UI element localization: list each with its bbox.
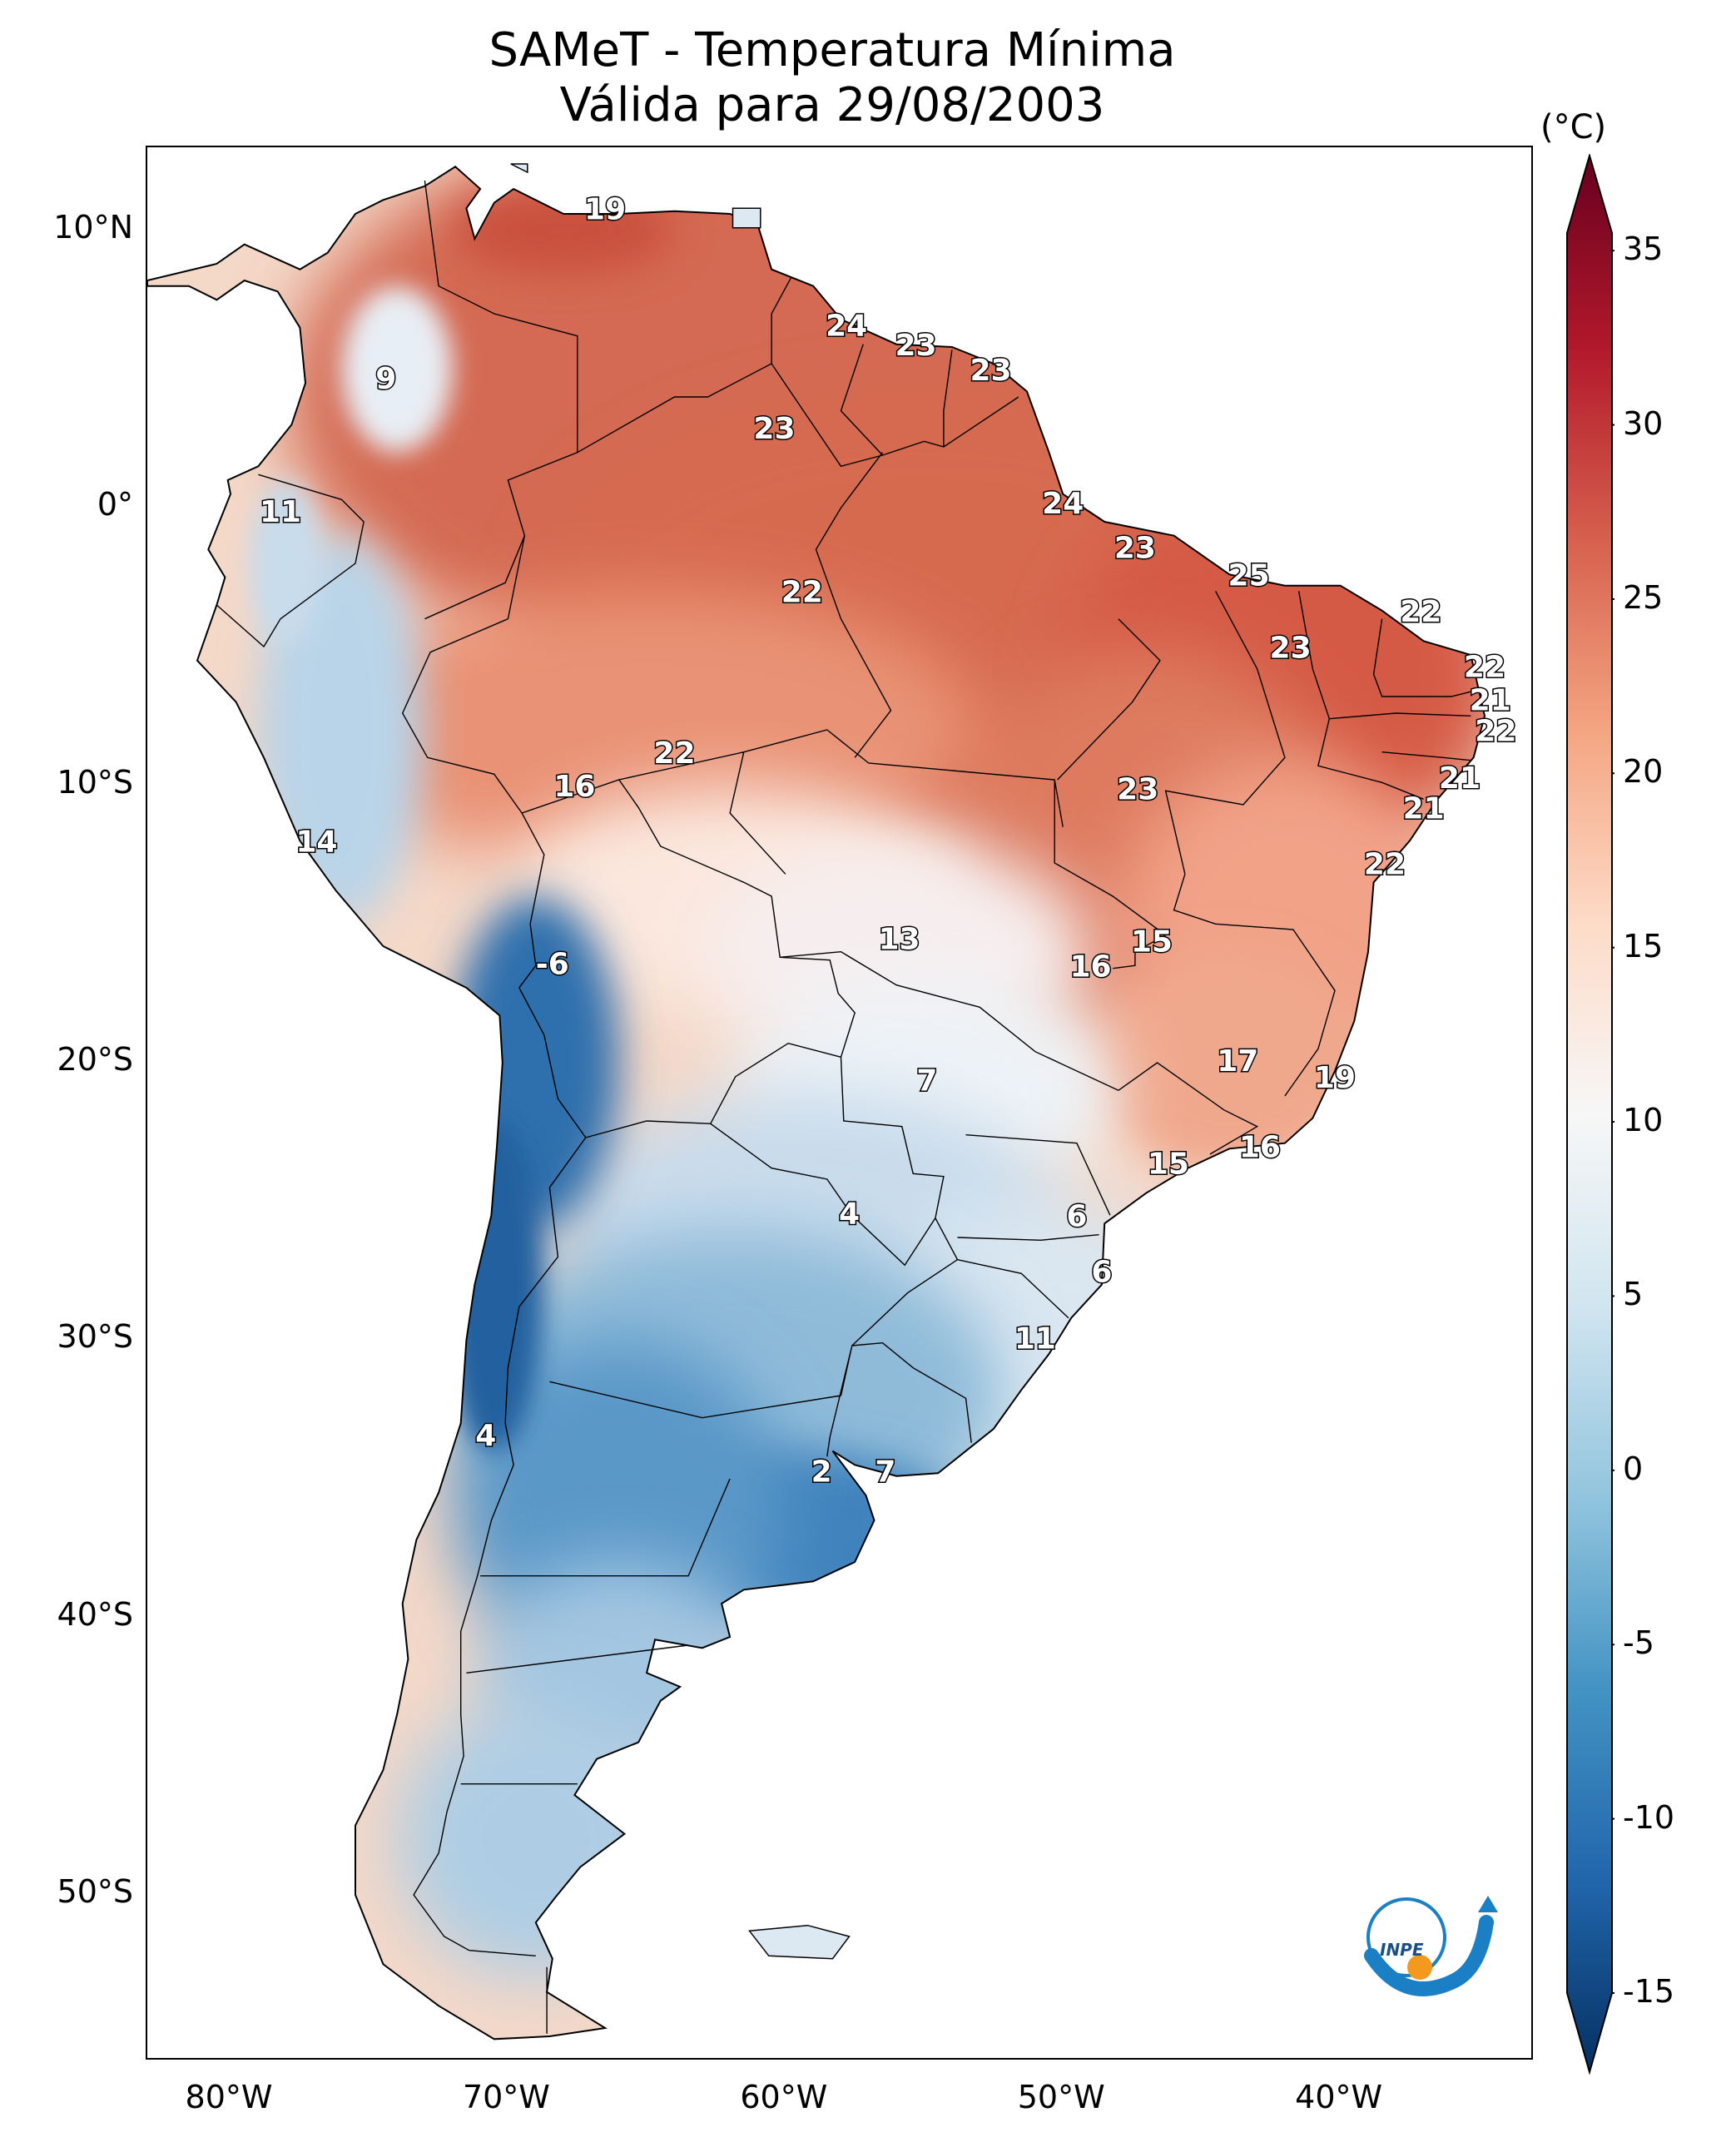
temperature-label: 22 bbox=[1364, 847, 1406, 881]
island bbox=[732, 207, 761, 229]
temperature-label: 15 bbox=[1131, 925, 1173, 959]
colorbar-tick-label: 0 bbox=[1623, 1450, 1644, 1487]
temperature-label: 24 bbox=[826, 310, 867, 344]
map-panel: 19 9 24 23 23 23 11 24 23 25 22 22 23 22 21 22 22 16 23 21 2… bbox=[146, 146, 1533, 2060]
temperature-patch bbox=[1090, 951, 1368, 1174]
temperature-label: 25 bbox=[1228, 559, 1270, 593]
temperature-label: 11 bbox=[260, 495, 301, 529]
temperature-patch bbox=[341, 285, 453, 453]
temperature-label: 23 bbox=[1117, 772, 1158, 806]
inpe-logo: INPE bbox=[1364, 1896, 1498, 1996]
temperature-label: 16 bbox=[1239, 1130, 1281, 1164]
island bbox=[748, 1924, 851, 1960]
temperature-patch bbox=[452, 896, 619, 1229]
temperature-label: 13 bbox=[878, 922, 920, 956]
lat-tick-label: 0° bbox=[97, 486, 133, 523]
lon-tick-label: 60°W bbox=[740, 2079, 828, 2115]
temperature-patch bbox=[452, 189, 675, 272]
temperature-patch bbox=[444, 1118, 544, 1451]
lon-tick-label: 80°W bbox=[185, 2079, 273, 2115]
temperature-label: 9 bbox=[375, 362, 396, 396]
colorbar-tick-label: 20 bbox=[1623, 753, 1664, 791]
temperature-patch bbox=[250, 480, 323, 647]
map-title: SAMeT - Temperatura Mínima bbox=[489, 23, 1176, 77]
temperature-label: 21 bbox=[1439, 761, 1481, 796]
coastline bbox=[147, 166, 1486, 2040]
lon-tick-label: 70°W bbox=[462, 2079, 550, 2115]
svg-text:INPE: INPE bbox=[1380, 1940, 1424, 1960]
colorbar-tick-label: -10 bbox=[1623, 1798, 1675, 1836]
colorbar-tick-label: 10 bbox=[1623, 1102, 1664, 1139]
colorbar-unit: (°C) bbox=[1540, 108, 1607, 146]
temperature-label: 22 bbox=[1464, 651, 1505, 685]
temperature-label: 19 bbox=[1314, 1061, 1356, 1095]
temperature-label: 2 bbox=[811, 1455, 832, 1489]
temperature-label: 23 bbox=[1114, 531, 1156, 565]
colorbar-ticks bbox=[1612, 250, 1614, 1994]
colorbar-tick-label: 5 bbox=[1623, 1276, 1644, 1313]
temperature-label: 22 bbox=[1400, 595, 1441, 629]
temperature-label: 24 bbox=[1042, 487, 1084, 521]
temperature-label: 21 bbox=[1470, 684, 1511, 718]
colorbar-tick-label: -15 bbox=[1623, 1973, 1675, 2010]
temperature-label: -6 bbox=[536, 947, 569, 981]
temperature-label: 17 bbox=[1217, 1044, 1258, 1078]
colorbar-tick-label: 35 bbox=[1623, 231, 1664, 268]
temperature-label: 15 bbox=[1148, 1147, 1189, 1181]
colorbar-tick-label: 30 bbox=[1623, 404, 1664, 442]
temperature-label: 22 bbox=[653, 736, 695, 771]
lat-tick-label: 40°S bbox=[57, 1595, 133, 1633]
temperature-patch bbox=[397, 1700, 675, 1978]
lon-tick-label: 40°W bbox=[1295, 2079, 1383, 2115]
temperature-label: 6 bbox=[1091, 1255, 1112, 1289]
temperature-label: 23 bbox=[1270, 631, 1312, 665]
temperature-label: 22 bbox=[781, 576, 823, 610]
lat-tick-label: 10°S bbox=[57, 763, 133, 801]
temperature-label: 23 bbox=[753, 412, 795, 446]
temperature-label: 16 bbox=[553, 770, 595, 804]
temperature-label: 16 bbox=[1070, 950, 1112, 984]
lon-tick-label: 50°W bbox=[1017, 2079, 1105, 2115]
temperature-label: 23 bbox=[895, 329, 936, 363]
colorbar-tick-label: -5 bbox=[1623, 1624, 1654, 1662]
colorbar-tick-label: 25 bbox=[1623, 578, 1664, 616]
temperature-label: 14 bbox=[295, 826, 337, 860]
temperature-label: 4 bbox=[839, 1197, 860, 1231]
small-islands bbox=[510, 163, 851, 1960]
temperature-label: 7 bbox=[916, 1064, 937, 1098]
lat-tick-label: 20°S bbox=[57, 1041, 133, 1078]
colorbar-tick-label: 15 bbox=[1623, 927, 1664, 964]
map-subtitle-date: Válida para 29/08/2003 bbox=[559, 78, 1105, 132]
temperature-label: 21 bbox=[1403, 792, 1445, 826]
island bbox=[510, 163, 528, 174]
political-borders bbox=[216, 180, 1474, 2034]
temperature-label: 11 bbox=[1014, 1321, 1056, 1356]
temperature-label: 7 bbox=[875, 1455, 895, 1489]
lat-tick-label: 30°S bbox=[57, 1318, 133, 1356]
temperature-label: 19 bbox=[584, 193, 626, 227]
temperature-label: 23 bbox=[970, 354, 1011, 388]
colorbar bbox=[1566, 154, 1614, 2075]
lat-tick-label: 50°S bbox=[57, 1873, 133, 1910]
lat-tick-label: 10°N bbox=[53, 209, 133, 245]
temperature-label: 4 bbox=[475, 1419, 496, 1453]
temperature-field bbox=[147, 166, 1485, 2040]
temperature-label: 6 bbox=[1066, 1200, 1087, 1234]
temperature-label: 22 bbox=[1475, 714, 1516, 748]
colorbar-gradient bbox=[1566, 154, 1613, 2075]
